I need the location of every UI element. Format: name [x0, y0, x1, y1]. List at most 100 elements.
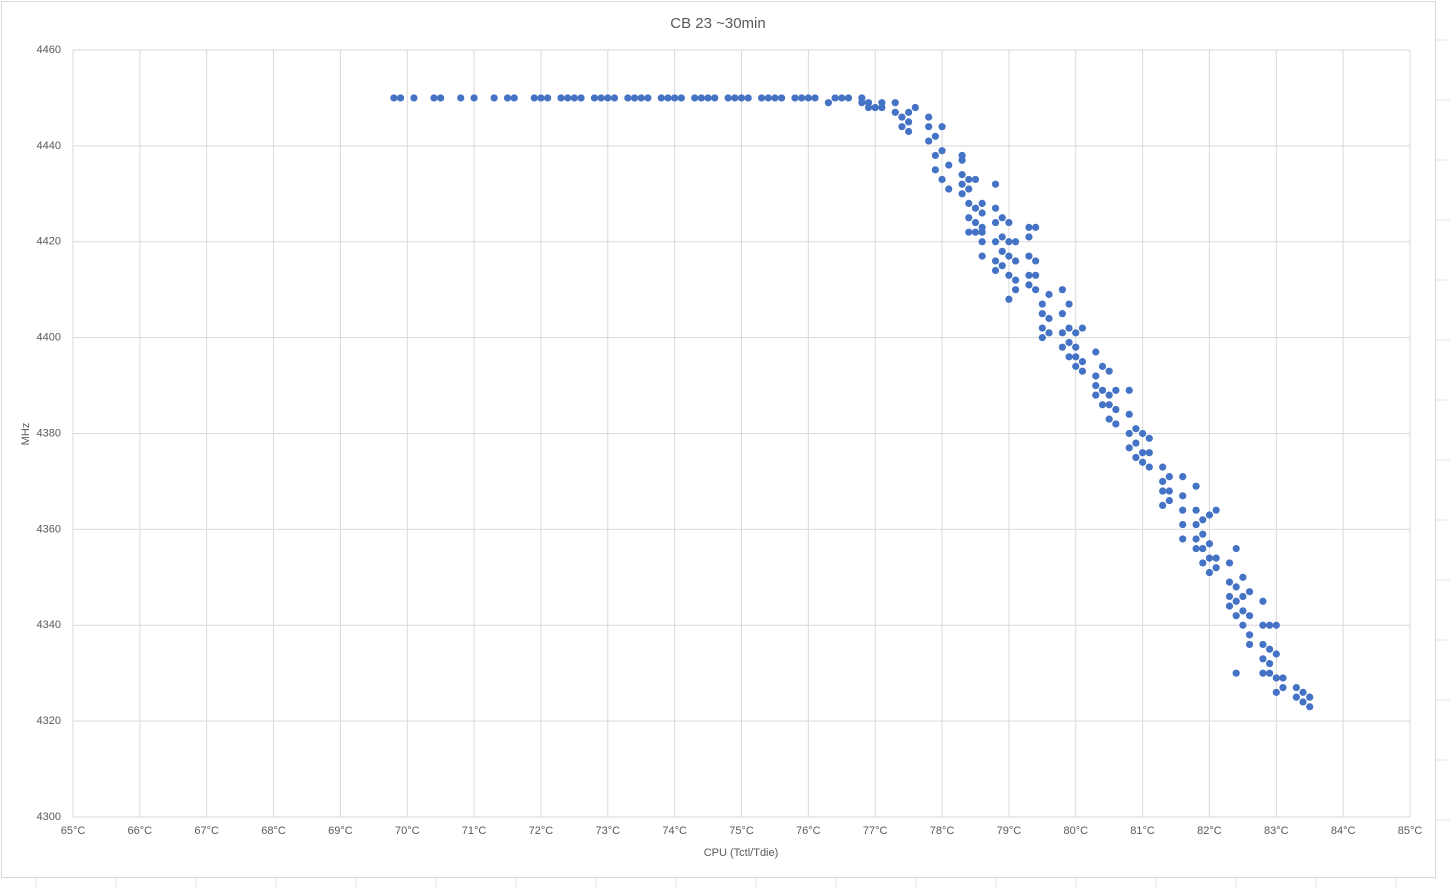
point — [1192, 535, 1200, 543]
point — [905, 108, 913, 116]
point — [991, 266, 1000, 275]
point — [938, 147, 946, 155]
y-tick-label: 4440 — [37, 140, 61, 152]
x-tick-label: 79°C — [997, 825, 1022, 837]
point — [965, 214, 973, 222]
point — [864, 103, 873, 112]
x-tick-label: 74°C — [662, 825, 687, 837]
y-tick-label: 4460 — [37, 44, 61, 56]
point — [1105, 367, 1113, 375]
x-tick-label: 76°C — [796, 825, 821, 837]
point — [697, 94, 705, 102]
point — [1259, 669, 1267, 677]
point — [1306, 703, 1314, 711]
point — [804, 94, 812, 102]
point — [724, 94, 732, 102]
point — [1259, 621, 1267, 629]
point — [396, 94, 405, 102]
point — [1065, 353, 1073, 361]
point — [1145, 434, 1153, 442]
point — [838, 94, 846, 102]
point — [971, 218, 980, 227]
x-axis-label: CPU (Tctl/Tdie) — [704, 847, 779, 859]
point — [978, 228, 986, 236]
point — [1058, 286, 1066, 294]
point — [490, 94, 498, 102]
y-tick-label: 4340 — [37, 619, 61, 631]
point — [1032, 223, 1040, 231]
point — [1212, 506, 1220, 514]
point — [958, 180, 966, 188]
point — [1038, 310, 1046, 318]
point — [1125, 410, 1133, 418]
point — [1299, 688, 1307, 696]
point — [1105, 391, 1113, 399]
point — [1272, 674, 1280, 682]
point — [1272, 621, 1280, 629]
y-tick-label: 4380 — [37, 427, 61, 439]
x-tick-label: 67°C — [194, 825, 219, 837]
point — [1212, 554, 1220, 562]
point — [925, 123, 933, 131]
point — [1125, 444, 1133, 452]
point — [1199, 516, 1207, 524]
point — [998, 247, 1006, 255]
point — [410, 94, 418, 102]
point — [1292, 693, 1300, 701]
point — [577, 94, 585, 102]
point — [965, 199, 973, 207]
point — [644, 94, 652, 102]
point — [1199, 544, 1207, 553]
point — [637, 94, 645, 102]
point — [1239, 607, 1247, 615]
point — [390, 94, 398, 102]
point — [978, 209, 986, 217]
point — [925, 137, 933, 145]
point — [1005, 218, 1013, 227]
point — [1306, 693, 1314, 701]
point — [1078, 324, 1087, 332]
x-tick-label: 75°C — [729, 825, 754, 837]
point — [1072, 353, 1080, 361]
point — [597, 94, 605, 102]
point — [978, 252, 986, 260]
point — [1192, 506, 1200, 514]
point — [1232, 597, 1240, 605]
point — [1072, 329, 1080, 337]
point — [1159, 487, 1167, 495]
point — [1098, 386, 1107, 394]
point — [991, 180, 1000, 188]
point — [537, 94, 545, 102]
point — [664, 94, 672, 102]
x-tick-label: 72°C — [529, 825, 554, 837]
point — [757, 94, 766, 102]
point — [470, 94, 478, 102]
point — [1205, 554, 1214, 562]
point — [744, 94, 752, 102]
point — [1065, 338, 1073, 347]
point — [1025, 271, 1033, 279]
point — [1225, 559, 1234, 567]
point — [1038, 300, 1046, 308]
point — [1266, 645, 1274, 653]
point — [737, 94, 746, 102]
point — [938, 175, 946, 184]
point — [430, 94, 438, 102]
y-tick-label: 4300 — [37, 811, 61, 823]
point — [1132, 453, 1140, 462]
point — [1078, 357, 1087, 366]
point — [503, 94, 512, 102]
point — [771, 94, 779, 102]
point — [711, 94, 719, 102]
point — [1092, 381, 1100, 390]
point — [938, 123, 946, 131]
point — [965, 228, 973, 236]
point — [1225, 602, 1234, 610]
point — [1266, 669, 1274, 677]
y-tick-label: 4360 — [37, 523, 61, 535]
point — [1025, 223, 1033, 231]
point — [1205, 568, 1214, 577]
x-tick-label: 68°C — [261, 825, 286, 837]
point — [1159, 477, 1167, 486]
